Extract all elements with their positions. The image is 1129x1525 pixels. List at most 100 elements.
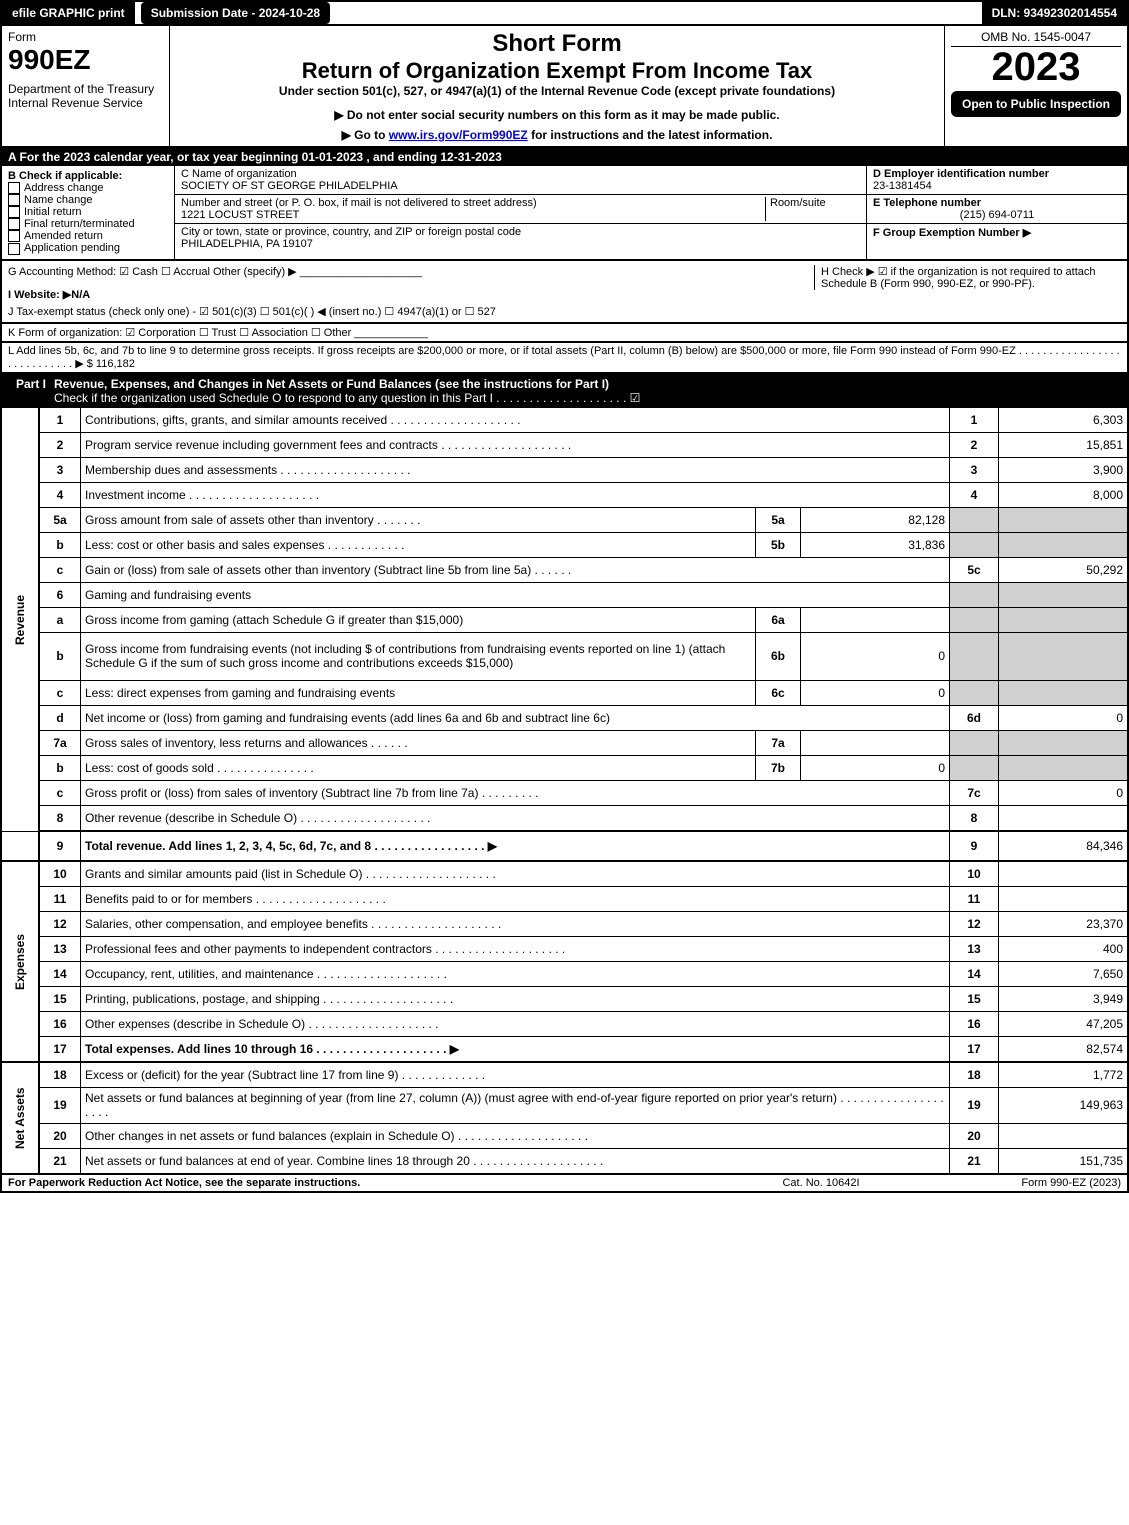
footer-cat-no: Cat. No. 10642I	[721, 1177, 921, 1189]
ln-17-desc: Total expenses. Add lines 10 through 16 …	[85, 1042, 459, 1056]
line-5a: 5a Gross amount from sale of assets othe…	[1, 507, 1128, 532]
line-4: 4 Investment income 4 8,000	[1, 482, 1128, 507]
line-17: 17 Total expenses. Add lines 10 through …	[1, 1036, 1128, 1062]
ln-5b-grey	[950, 532, 999, 557]
part-1-table: Revenue 1 Contributions, gifts, grants, …	[0, 408, 1129, 1175]
ln-12-box: 12	[950, 911, 999, 936]
block-b-title: B Check if applicable:	[8, 170, 168, 182]
ln-5b-grey-val	[999, 532, 1129, 557]
line-6a: a Gross income from gaming (attach Sched…	[1, 607, 1128, 632]
ln-1-desc: Contributions, gifts, grants, and simila…	[85, 413, 387, 427]
line-7b: b Less: cost of goods sold . . . . . . .…	[1, 755, 1128, 780]
ln-19-desc: Net assets or fund balances at beginning…	[85, 1091, 837, 1105]
ln-6b-mini-val: 0	[801, 632, 950, 680]
section-revenue: Revenue	[1, 408, 39, 831]
line-21: 21 Net assets or fund balances at end of…	[1, 1148, 1128, 1174]
b-opt-pending[interactable]: Application pending	[8, 242, 168, 254]
e-label: E Telephone number	[873, 197, 1121, 209]
ln-7b-grey	[950, 755, 999, 780]
ln-8-val	[999, 805, 1129, 831]
ln-8-num: 8	[39, 805, 81, 831]
ln-21-desc: Net assets or fund balances at end of ye…	[85, 1154, 470, 1168]
c-street-value: 1221 LOCUST STREET	[181, 209, 765, 221]
ln-3-num: 3	[39, 457, 81, 482]
block-c: C Name of organization SOCIETY OF ST GEO…	[175, 166, 867, 259]
block-b: B Check if applicable: Address change Na…	[2, 166, 175, 259]
ln-18-num: 18	[39, 1062, 81, 1088]
ln-6c-mini-box: 6c	[756, 680, 801, 705]
ln-7a-desc: Gross sales of inventory, less returns a…	[85, 736, 368, 750]
line-9: 9 Total revenue. Add lines 1, 2, 3, 4, 5…	[1, 831, 1128, 861]
ln-20-num: 20	[39, 1123, 81, 1148]
efile-print[interactable]: efile GRAPHIC print	[2, 2, 135, 24]
top-bar: efile GRAPHIC print Submission Date - 20…	[0, 0, 1129, 24]
ln-18-val: 1,772	[999, 1062, 1129, 1088]
ln-14-val: 7,650	[999, 961, 1129, 986]
ln-1-box: 1	[950, 408, 999, 433]
line-18: Net Assets 18 Excess or (deficit) for th…	[1, 1062, 1128, 1088]
line-8: 8 Other revenue (describe in Schedule O)…	[1, 805, 1128, 831]
ln-6a-desc: Gross income from gaming (attach Schedul…	[81, 607, 756, 632]
short-form-title: Short Form	[176, 30, 938, 58]
ln-6-desc: Gaming and fundraising events	[81, 582, 950, 607]
ln-6-grey-val	[999, 582, 1129, 607]
line-7a: 7a Gross sales of inventory, less return…	[1, 730, 1128, 755]
part-1-subtitle: Check if the organization used Schedule …	[54, 391, 640, 405]
ln-11-box: 11	[950, 886, 999, 911]
line-14: 14 Occupancy, rent, utilities, and maint…	[1, 961, 1128, 986]
ln-17-box: 17	[950, 1036, 999, 1062]
ln-3-desc: Membership dues and assessments	[85, 463, 277, 477]
ln-4-val: 8,000	[999, 482, 1129, 507]
line-5c: c Gain or (loss) from sale of assets oth…	[1, 557, 1128, 582]
ln-15-num: 15	[39, 986, 81, 1011]
part-1-title: Revenue, Expenses, and Changes in Net As…	[54, 377, 609, 391]
ln-15-desc: Printing, publications, postage, and shi…	[85, 992, 320, 1006]
ln-9-desc: Total revenue. Add lines 1, 2, 3, 4, 5c,…	[85, 839, 497, 853]
b-opt-final[interactable]: Final return/terminated	[8, 218, 168, 230]
line-7c: c Gross profit or (loss) from sales of i…	[1, 780, 1128, 805]
b-opt-name[interactable]: Name change	[8, 194, 168, 206]
under-section: Under section 501(c), 527, or 4947(a)(1)…	[176, 84, 938, 98]
note-goto-pre: ▶ Go to	[342, 128, 389, 142]
line-6: 6 Gaming and fundraising events	[1, 582, 1128, 607]
line-10: Expenses 10 Grants and similar amounts p…	[1, 861, 1128, 887]
ln-1-val: 6,303	[999, 408, 1129, 433]
ln-6d-box: 6d	[950, 705, 999, 730]
ln-7c-desc: Gross profit or (loss) from sales of inv…	[85, 786, 478, 800]
line-1: Revenue 1 Contributions, gifts, grants, …	[1, 408, 1128, 433]
ln-2-desc: Program service revenue including govern…	[85, 438, 438, 452]
line-16: 16 Other expenses (describe in Schedule …	[1, 1011, 1128, 1036]
ln-6b-desc: Gross income from fundraising events (no…	[81, 632, 756, 680]
b-opt-amended[interactable]: Amended return	[8, 230, 168, 242]
ln-5b-mini-val: 31,836	[801, 532, 950, 557]
ln-16-desc: Other expenses (describe in Schedule O)	[85, 1017, 305, 1031]
ln-1-num: 1	[39, 408, 81, 433]
dln: DLN: 93492302014554	[982, 2, 1127, 24]
ln-11-num: 11	[39, 886, 81, 911]
b-opt-initial[interactable]: Initial return	[8, 206, 168, 218]
note-goto-post: for instructions and the latest informat…	[528, 128, 773, 142]
ln-12-desc: Salaries, other compensation, and employ…	[85, 917, 368, 931]
ln-3-box: 3	[950, 457, 999, 482]
c-room-label: Room/suite	[765, 197, 860, 221]
ln-8-box: 8	[950, 805, 999, 831]
irs-link[interactable]: www.irs.gov/Form990EZ	[389, 128, 528, 142]
ln-7c-num: c	[39, 780, 81, 805]
row-k-form-of-org: K Form of organization: ☑ Corporation ☐ …	[0, 324, 1129, 343]
ln-7a-mini-val	[801, 730, 950, 755]
ln-11-desc: Benefits paid to or for members	[85, 892, 252, 906]
b-opt-address[interactable]: Address change	[8, 182, 168, 194]
ln-19-num: 19	[39, 1087, 81, 1123]
ln-6-grey	[950, 582, 999, 607]
block-bcdef: B Check if applicable: Address change Na…	[0, 166, 1129, 261]
header-left: Form 990EZ Department of the Treasury In…	[2, 26, 170, 146]
ln-16-box: 16	[950, 1011, 999, 1036]
line-6c: c Less: direct expenses from gaming and …	[1, 680, 1128, 705]
ln-2-num: 2	[39, 432, 81, 457]
ln-18-desc: Excess or (deficit) for the year (Subtra…	[85, 1068, 398, 1082]
ln-4-box: 4	[950, 482, 999, 507]
header-right: OMB No. 1545-0047 2023 Open to Public In…	[945, 26, 1127, 146]
ln-2-box: 2	[950, 432, 999, 457]
line-19: 19 Net assets or fund balances at beginn…	[1, 1087, 1128, 1123]
ln-17-num: 17	[39, 1036, 81, 1062]
